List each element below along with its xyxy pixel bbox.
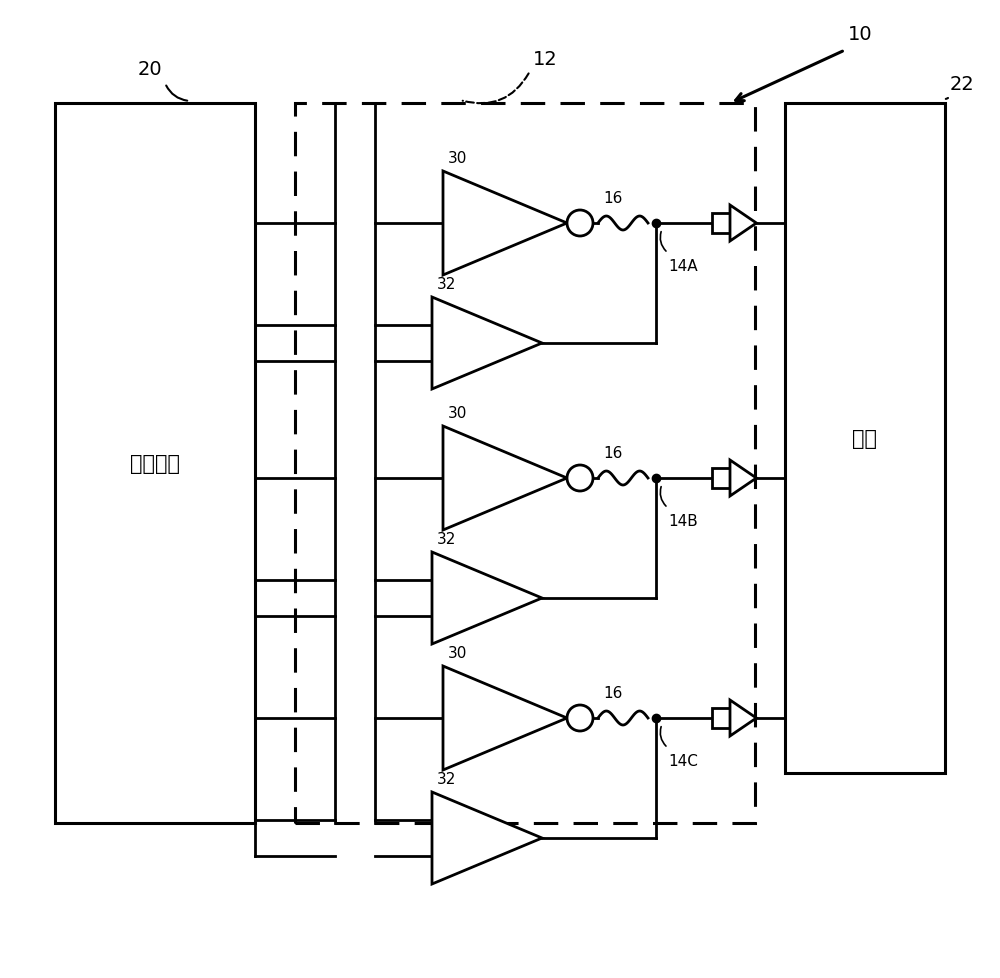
Bar (785, 104, 945, 774)
Text: 焊盘: 焊盘 (852, 428, 878, 449)
Text: 控制装置: 控制装置 (130, 454, 180, 473)
Text: 14B: 14B (668, 513, 698, 528)
Bar (712, 214, 730, 234)
Text: 30: 30 (448, 406, 467, 421)
Circle shape (567, 211, 593, 237)
Polygon shape (443, 172, 567, 276)
Polygon shape (432, 553, 542, 645)
Bar (55, 104, 255, 823)
Text: 10: 10 (848, 25, 872, 44)
Circle shape (567, 466, 593, 492)
Polygon shape (730, 205, 756, 242)
Text: 32: 32 (437, 772, 456, 786)
Polygon shape (730, 700, 756, 736)
Text: 14C: 14C (668, 753, 698, 768)
Polygon shape (432, 792, 542, 884)
Bar (712, 468, 730, 488)
Polygon shape (443, 426, 567, 530)
Text: 16: 16 (603, 446, 622, 461)
Polygon shape (443, 666, 567, 771)
Text: 32: 32 (437, 277, 456, 291)
Text: 20: 20 (138, 60, 162, 79)
Text: 14A: 14A (668, 259, 698, 274)
Bar (712, 708, 730, 729)
Text: 16: 16 (603, 686, 622, 700)
Polygon shape (730, 461, 756, 497)
Text: 32: 32 (437, 531, 456, 547)
Text: 22: 22 (950, 75, 974, 94)
Text: 16: 16 (603, 191, 622, 205)
Circle shape (567, 705, 593, 732)
Text: 30: 30 (448, 645, 467, 660)
Bar (295, 104, 755, 823)
Text: 12: 12 (533, 50, 557, 68)
Polygon shape (432, 297, 542, 389)
Text: 30: 30 (448, 151, 467, 166)
